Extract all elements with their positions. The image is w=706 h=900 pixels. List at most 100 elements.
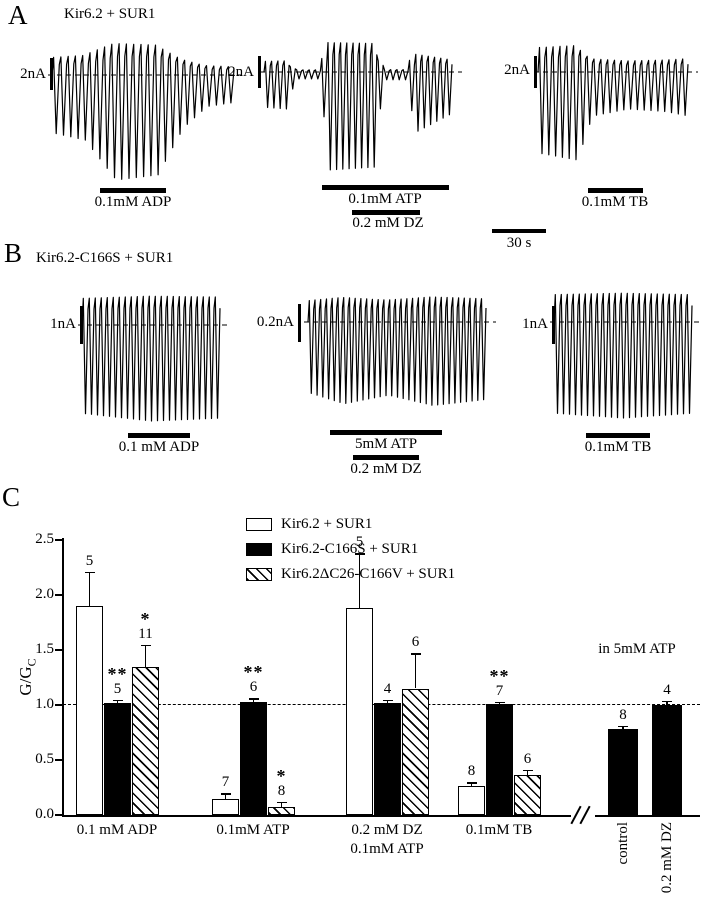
legend-item: Kir6.2-C166S + SUR1 <box>246 541 455 558</box>
legend-swatch-filled <box>246 543 272 556</box>
error-bar-cap <box>84 571 95 574</box>
y-tick <box>55 704 62 706</box>
drug-label-atp: 0.1mM ATP <box>348 191 422 207</box>
bar-open-group1 <box>76 606 103 815</box>
trace-waveform <box>307 296 487 406</box>
error-bar-cap <box>410 653 421 655</box>
y-tick <box>55 814 62 816</box>
error-bar-cap <box>618 725 628 728</box>
y-axis-label-sub: C <box>24 658 39 667</box>
drug-bar-tb <box>586 433 650 438</box>
x-tick-label-atp: 0.1mM ATP <box>216 822 290 838</box>
y-tick-label: 2.0 <box>35 586 54 602</box>
legend-swatch-open <box>246 518 272 531</box>
drug-label-tb: 0.1mM TB <box>584 439 652 455</box>
x-tick-label-adp: 0.1 mM ADP <box>76 822 158 838</box>
significance-marker: * <box>276 766 287 786</box>
error-bar <box>358 553 361 609</box>
drug-bar-adp <box>100 188 166 193</box>
bar-hatched-group3 <box>402 688 429 815</box>
trace-waveform <box>263 42 453 171</box>
error-bar-cap <box>382 699 393 701</box>
error-bar-cap <box>662 700 672 703</box>
legend-swatch-hatched <box>246 568 272 581</box>
y-tick-label: 2.5 <box>35 531 54 547</box>
error-bar <box>88 571 91 606</box>
panel-c-letter: C <box>2 482 21 512</box>
error-bar <box>526 769 529 776</box>
error-bar <box>280 801 283 808</box>
error-bar <box>622 725 624 730</box>
legend-item: Kir6.2 + SUR1 <box>246 516 455 533</box>
scale-label: 0.2nA <box>256 314 294 330</box>
bar-filled-group5 <box>652 705 682 815</box>
time-scale-label: 30 s <box>506 235 532 251</box>
n-count-label: 4 <box>663 682 671 698</box>
y-tick-label: 0.0 <box>35 806 54 822</box>
scale-label: 1nA <box>522 316 548 332</box>
trace-waveform <box>51 43 235 180</box>
legend-label: Kir6.2 + SUR1 <box>281 516 373 532</box>
drug-label-adp: 0.1 mM ADP <box>118 439 200 455</box>
error-bar <box>144 644 147 667</box>
trace-b-adp <box>78 295 230 422</box>
error-bar-cap <box>522 769 533 772</box>
y-tick-label: 1.5 <box>35 641 54 657</box>
trace-waveform <box>81 295 221 422</box>
x-tick-label-dz-rotated: 0.2 mM DZ <box>659 822 675 894</box>
scale-bar <box>298 304 301 342</box>
error-bar-cap <box>466 782 477 784</box>
bar-filled-group1 <box>104 702 131 815</box>
drug-label-atp: 5mM ATP <box>354 436 418 452</box>
drug-label-tb: 0.1mM TB <box>581 194 649 210</box>
panel-a-title: Kir6.2 + SUR1 <box>64 6 156 22</box>
error-bar <box>252 698 255 702</box>
trace-b-tb <box>550 292 702 419</box>
annotation-in-5mm-atp: in 5mM ATP <box>598 641 676 657</box>
error-bar-cap <box>220 793 231 795</box>
n-count-label: 7 <box>495 683 504 699</box>
x-tick-label-tb: 0.1mM TB <box>465 822 533 838</box>
scale-bar <box>552 306 555 344</box>
n-count-label: 7 <box>221 774 230 790</box>
error-bar <box>470 782 473 787</box>
n-count-label: 8 <box>277 783 286 799</box>
y-tick-label: 0.5 <box>35 751 54 767</box>
n-count-label: 6 <box>411 634 420 650</box>
n-count-label: 5 <box>355 534 364 550</box>
error-bar-cap <box>248 698 259 700</box>
panel-b-letter: B <box>4 238 23 268</box>
bar-hatched-group2 <box>268 807 295 815</box>
error-bar-cap <box>276 801 287 804</box>
bar-open-group2 <box>212 798 239 815</box>
drug-bar-atp <box>322 185 449 190</box>
panel-a-letter: A <box>8 0 28 30</box>
n-count-label: 8 <box>467 763 476 779</box>
scale-label: 2nA <box>504 62 530 78</box>
trace-b-atp-dz <box>304 296 496 406</box>
n-count-label: 11 <box>138 626 153 642</box>
significance-marker: ** <box>107 664 128 684</box>
error-bar-cap <box>140 644 151 646</box>
y-tick <box>55 594 62 596</box>
y-tick <box>55 649 62 651</box>
bar-filled-group3 <box>374 702 401 815</box>
error-bar <box>414 653 417 689</box>
n-count-label: 8 <box>619 707 627 723</box>
x-tick-label-control: control <box>615 822 631 865</box>
bar-open-group4 <box>458 786 485 815</box>
significance-marker: * <box>140 609 151 629</box>
legend-label: Kir6.2ΔC26-C166V + SUR1 <box>281 566 456 582</box>
y-tick <box>55 539 62 541</box>
drug-bar-adp <box>128 433 190 438</box>
bar-hatched-group4 <box>514 775 541 815</box>
bar-open-group3 <box>346 608 373 815</box>
y-tick <box>55 759 62 761</box>
trace-waveform <box>553 292 693 419</box>
error-bar <box>386 699 389 703</box>
trace-a-adp <box>48 43 244 180</box>
drug-label-dz: 0.2 mM DZ <box>352 215 424 231</box>
significance-marker: ** <box>489 666 510 686</box>
time-scale-bar <box>492 229 546 233</box>
error-bar-cap <box>354 553 365 555</box>
